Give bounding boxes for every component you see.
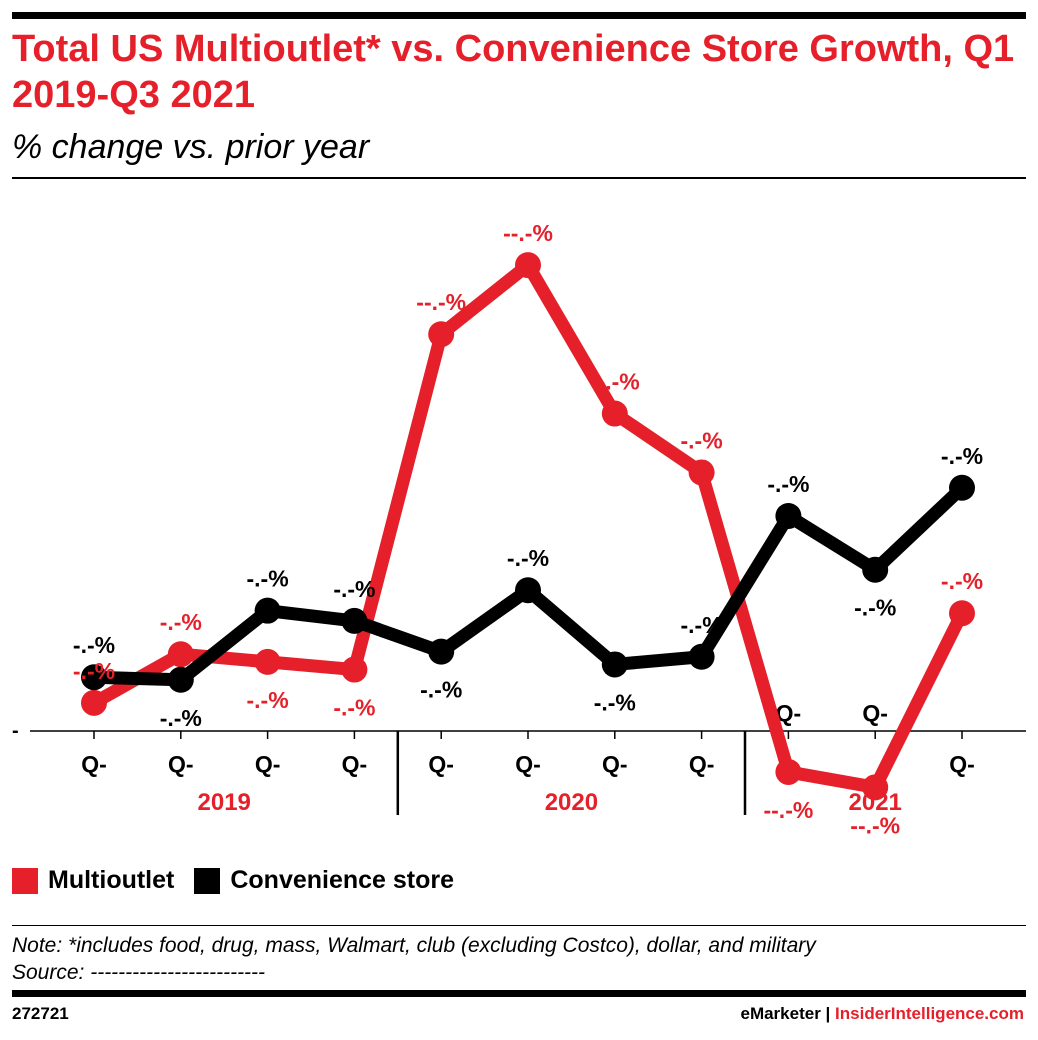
data-label: -.-% [73,632,115,658]
x-tick-label: Q- [168,751,194,777]
data-point [341,656,368,683]
data-point [775,502,802,529]
data-point [515,577,541,604]
x-tick-label: Q- [602,751,628,777]
data-point [515,252,541,279]
data-label: --.-% [590,369,640,395]
data-label: -.-% [420,677,462,703]
data-label: -.-% [941,568,983,594]
data-label: -.-% [247,566,289,592]
data-point [862,774,889,801]
notes-divider [12,925,1026,926]
source-text: Source: ------------------------- [12,961,266,984]
x-tick-label: Q- [949,751,975,777]
header-divider [12,177,1026,179]
data-point [601,651,628,678]
brand-emarketer: eMarketer [740,1004,821,1023]
data-point [862,556,889,583]
data-label: -.-% [854,595,896,621]
legend-label-multioutlet: Multioutlet [48,866,175,894]
note-text: Note: *includes food, drug, mass, Walmar… [12,934,816,957]
data-point [167,641,194,668]
x-tick-label: Q- [689,751,715,777]
year-label: 2020 [545,789,598,816]
data-point [601,400,628,427]
chart-subtitle: % change vs. prior year [12,128,370,166]
x-tick-label: Q- [255,751,281,777]
data-label: -.-% [681,427,723,453]
data-point [254,648,281,675]
data-point [688,643,715,670]
data-point [775,758,802,785]
chart-id: 272721 [12,1004,69,1023]
data-point [341,607,368,634]
legend-swatch-convenience-store [194,867,221,894]
data-point [949,600,975,627]
x-tick-label: Q- [862,700,888,726]
x-tick-label: Q- [81,751,107,777]
data-label: --.-% [850,812,900,838]
bottom-rule [12,990,1026,997]
data-label: -.-% [73,658,115,684]
x-tick-label: Q- [428,751,454,777]
year-label: 2019 [198,789,251,816]
data-label: -.-% [681,612,723,638]
legend-item-convenience-store: Convenience store [194,866,454,895]
data-label: -.-% [247,687,289,713]
legend: Multioutlet Convenience store [12,866,474,895]
chart-title: Total US Multioutlet* vs. Convenience St… [12,28,1015,116]
data-point [254,597,281,624]
brand-insider-intelligence: InsiderIntelligence.com [835,1004,1024,1023]
data-point [167,666,194,693]
brand-separator: | [825,1004,831,1023]
data-point [428,321,455,348]
data-label: -.-% [333,695,375,721]
legend-swatch-multioutlet [12,867,38,894]
x-tick-label: Q- [342,751,368,777]
data-point [949,474,975,501]
y-baseline-label: - [12,720,19,742]
data-label: --.-% [416,289,466,315]
data-point [81,689,107,716]
line-chart: -Q- Q- Q- Q- Q- Q- Q- Q-Q- Q-Q-2019 2020 2021-.-%-… [12,220,1026,838]
data-label: -.-% [941,443,983,469]
data-label: -.-% [767,471,809,497]
legend-label-convenience-store: Convenience store [230,866,455,894]
notes: Note: *includes food, drug, mass, Walmar… [12,932,816,986]
legend-item-multioutlet: Multioutlet [12,866,174,895]
series-line-0 [87,258,969,794]
data-label: -.-% [594,689,636,715]
data-label: -.-% [160,609,202,635]
data-point [688,459,715,486]
data-label: --.-% [763,797,813,823]
data-point [428,638,455,665]
data-label: -.-% [333,576,375,602]
x-tick-label: Q- [515,751,541,777]
data-point [81,664,107,691]
data-label: -.-% [507,545,549,571]
data-label: -.-% [160,705,202,731]
top-rule [12,12,1026,19]
data-label: --.-% [503,220,553,246]
footer-brand: eMarketer | InsiderIntelligence.com [740,1004,1024,1024]
